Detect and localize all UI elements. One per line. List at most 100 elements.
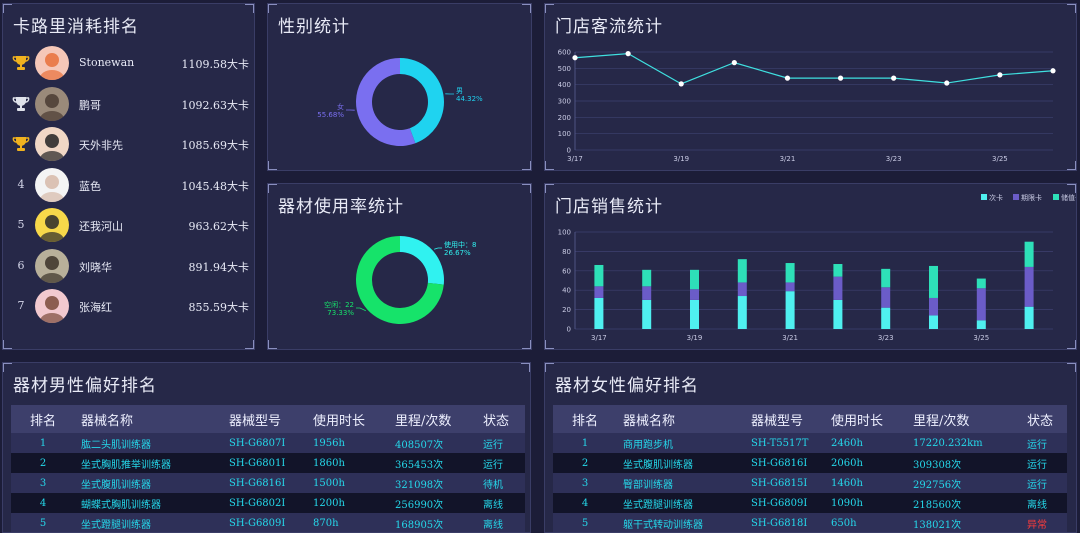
table-row[interactable]: 5 躯干式转动训练器 SH-G6818I 650h 138021次 异常: [553, 513, 1067, 532]
column-header[interactable]: 里程/次数: [907, 405, 1021, 433]
table-cell: 4: [11, 493, 75, 513]
y-tick-label: 400: [558, 81, 571, 89]
avatar: [35, 289, 69, 323]
avatar: [35, 167, 69, 202]
table-cell: 3: [11, 473, 75, 493]
silver-trophy-icon: [12, 95, 30, 113]
calorie-value: 963.62大卡: [188, 220, 250, 233]
bar-segment: [1024, 241, 1034, 267]
table-cell: SH-G6801I: [223, 453, 307, 473]
avatar: [35, 208, 69, 242]
table-cell: 1860h: [307, 453, 389, 473]
table-cell: SH-G6815I: [745, 473, 825, 493]
status-cell: 运行: [477, 453, 525, 473]
bar-segment: [881, 287, 891, 308]
gender-donut-chart: 男44.32% 女55.68%: [317, 58, 483, 146]
ranking-row: 鹏哥 1092.63大卡: [3, 85, 254, 125]
table-cell: 1500h: [307, 473, 389, 493]
slice-label: 使用中：8: [444, 240, 476, 249]
bar-segment: [737, 282, 747, 297]
bar-segment: [737, 259, 747, 283]
table-row[interactable]: 1 肱二头肌训练器 SH-G6807I 1956h 408507次 运行: [11, 433, 525, 453]
ranking-row: 7 张海红 855.59大卡: [3, 287, 254, 327]
column-header[interactable]: 器械名称: [75, 405, 223, 433]
column-header[interactable]: 使用时长: [825, 405, 907, 433]
donut-slice: [356, 58, 416, 146]
bar-segment: [594, 264, 604, 287]
table-cell: 躯干式转动训练器: [617, 513, 745, 532]
table-cell: 1200h: [307, 493, 389, 513]
male-preference-title: 器材男性偏好排名: [13, 376, 157, 396]
column-header[interactable]: 器械型号: [745, 405, 825, 433]
user-name: 张海红: [79, 301, 112, 314]
y-tick-label: 20: [562, 306, 571, 314]
column-header[interactable]: 状态: [477, 405, 525, 433]
store-sales-title: 门店销售统计: [555, 197, 663, 217]
table-cell: 138021次: [907, 513, 1021, 532]
table-row[interactable]: 2 坐式胸肌推举训练器 SH-G6801I 1860h 365453次 运行: [11, 453, 525, 473]
bar-segment: [690, 299, 699, 329]
table-row[interactable]: 3 坐式腹肌训练器 SH-G6816I 1500h 321098次 待机: [11, 473, 525, 493]
bar-segment: [976, 278, 986, 289]
table-cell: 蝴蝶式胸肌训练器: [75, 493, 223, 513]
x-tick-label: 3/17: [591, 334, 607, 342]
y-tick-label: 500: [558, 65, 571, 73]
user-name: 天外非先: [79, 139, 123, 152]
gender-stats-title: 性别统计: [278, 17, 350, 37]
status-cell: 运行: [1021, 433, 1067, 453]
slice-percent: 44.32%: [456, 95, 483, 103]
donut-slice: [400, 58, 444, 144]
column-header[interactable]: 排名: [11, 405, 75, 433]
table-row[interactable]: 4 坐式蹬腿训练器 SH-G6809I 1090h 218560次 离线: [553, 493, 1067, 513]
y-tick-label: 100: [558, 130, 571, 138]
bar-segment: [833, 299, 843, 329]
table-cell: 2460h: [825, 433, 907, 453]
table-row[interactable]: 4 蝴蝶式胸肌训练器 SH-G6802I 1200h 256990次 离线: [11, 493, 525, 513]
bar-segment: [785, 291, 795, 329]
legend-swatch: [1053, 194, 1059, 200]
bar-segment: [642, 269, 652, 287]
table-cell: 3: [553, 473, 617, 493]
table-cell: SH-G6818I: [745, 513, 825, 532]
status-cell: 离线: [1021, 493, 1067, 513]
column-header[interactable]: 状态: [1021, 405, 1067, 433]
data-point: [891, 75, 897, 81]
rank-number: 6: [17, 258, 25, 272]
bar-segment: [690, 269, 699, 290]
column-header[interactable]: 使用时长: [307, 405, 389, 433]
table-cell: 321098次: [389, 473, 477, 493]
table-cell: 5: [553, 513, 617, 532]
column-header[interactable]: 器械名称: [617, 405, 745, 433]
ranking-row: 天外非先 1085.69大卡: [3, 125, 254, 165]
column-header[interactable]: 排名: [553, 405, 617, 433]
bar-segment: [737, 296, 747, 329]
label-leader: [434, 247, 442, 250]
slice-label: 男: [456, 87, 463, 95]
bar-segment: [1024, 266, 1034, 307]
x-tick-label: 3/19: [687, 334, 703, 342]
gold-trophy-icon: [12, 54, 30, 72]
calorie-value: 855.59大卡: [188, 301, 250, 314]
column-header[interactable]: 里程/次数: [389, 405, 477, 433]
y-tick-label: 40: [562, 287, 571, 295]
status-cell: 运行: [1021, 453, 1067, 473]
table-row[interactable]: 2 坐式腹肌训练器 SH-G6816I 2060h 309308次 运行: [553, 453, 1067, 473]
calorie-value: 1085.69大卡: [181, 139, 250, 152]
status-cell: 离线: [477, 493, 525, 513]
male-preference-table: 排名 器械名称 器械型号 使用时长 里程/次数 状态 1 肱二头肌训练器 SH-G6807I 1…: [11, 405, 525, 532]
store-traffic-title: 门店客流统计: [555, 17, 663, 37]
bar-segment: [642, 286, 652, 300]
user-name: 刘晓华: [79, 260, 112, 274]
data-point: [944, 80, 950, 86]
table-row[interactable]: 3 臀部训练器 SH-G6815I 1460h 292756次 运行: [553, 473, 1067, 493]
table-cell: 2060h: [825, 453, 907, 473]
x-tick-label: 3/17: [567, 155, 583, 163]
data-point: [784, 75, 791, 81]
table-row[interactable]: 5 坐式蹬腿训练器 SH-G6809I 870h 168905次 离线: [11, 513, 525, 532]
status-cell: 待机: [477, 473, 525, 493]
column-header[interactable]: 器械型号: [223, 405, 307, 433]
table-cell: 2: [11, 453, 75, 473]
table-cell: 1956h: [307, 433, 389, 453]
table-row[interactable]: 1 商用跑步机 SH-T5517T 2460h 17220.232km 运行: [553, 433, 1067, 453]
table-cell: 1090h: [825, 493, 907, 513]
